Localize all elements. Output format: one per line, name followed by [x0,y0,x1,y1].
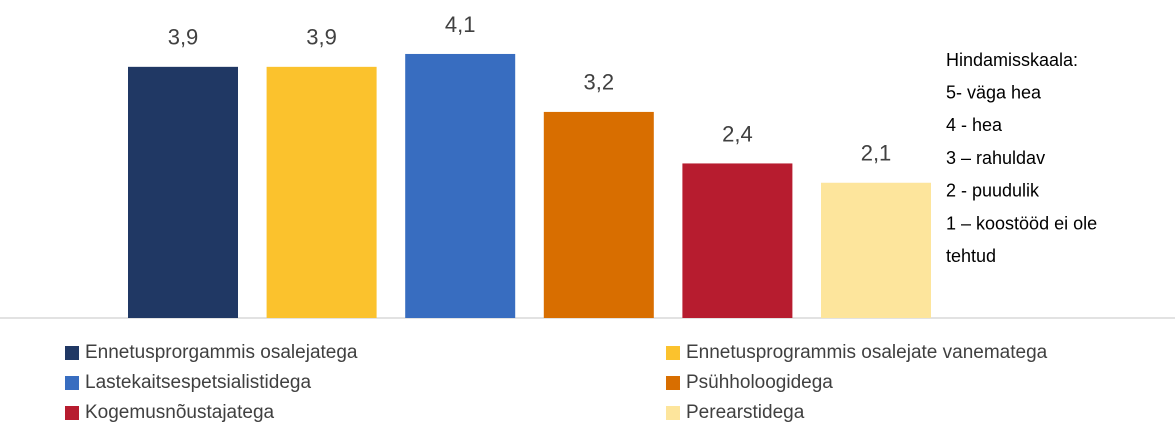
legend-label: Psühholoogidega [686,372,833,393]
annotation: Hindamisskaala: [946,50,1078,70]
legend-label: Ennetusprorgammis osalejatega [85,342,358,363]
annotation: 5- väga hea [946,82,1042,102]
value-label: 4,1 [445,12,476,37]
bar [405,53,516,319]
legend-label: Kogemusnõustajatega [85,402,275,423]
bar [128,66,238,318]
annotation: 4 - hea [946,115,1003,135]
value-label: 3,9 [306,25,337,50]
legend-swatch [666,346,680,360]
annotation: 3 – rahuldav [946,148,1045,168]
bar [682,163,793,318]
value-label: 2,4 [722,121,753,146]
legend-label: Lastekaitsespetsialistidega [85,372,311,393]
annotation: 1 – koostööd ei ole [946,213,1097,233]
bar [543,111,654,318]
value-label: 2,1 [861,141,892,166]
value-label: 3,2 [584,70,615,95]
value-label: 3,9 [168,25,199,50]
legend-swatch [65,406,79,420]
legend-swatch [65,376,79,390]
legend-swatch [666,406,680,420]
bar [821,182,931,318]
legend-swatch [65,346,79,360]
legend-swatch [666,376,680,390]
bar [266,66,377,318]
legend-label: Perearstidega [686,402,805,423]
annotation: 2 - puudulik [946,181,1040,201]
annotation: tehtud [946,246,996,266]
legend-label: Ennetusprogrammis osalejate vanematega [686,342,1048,363]
